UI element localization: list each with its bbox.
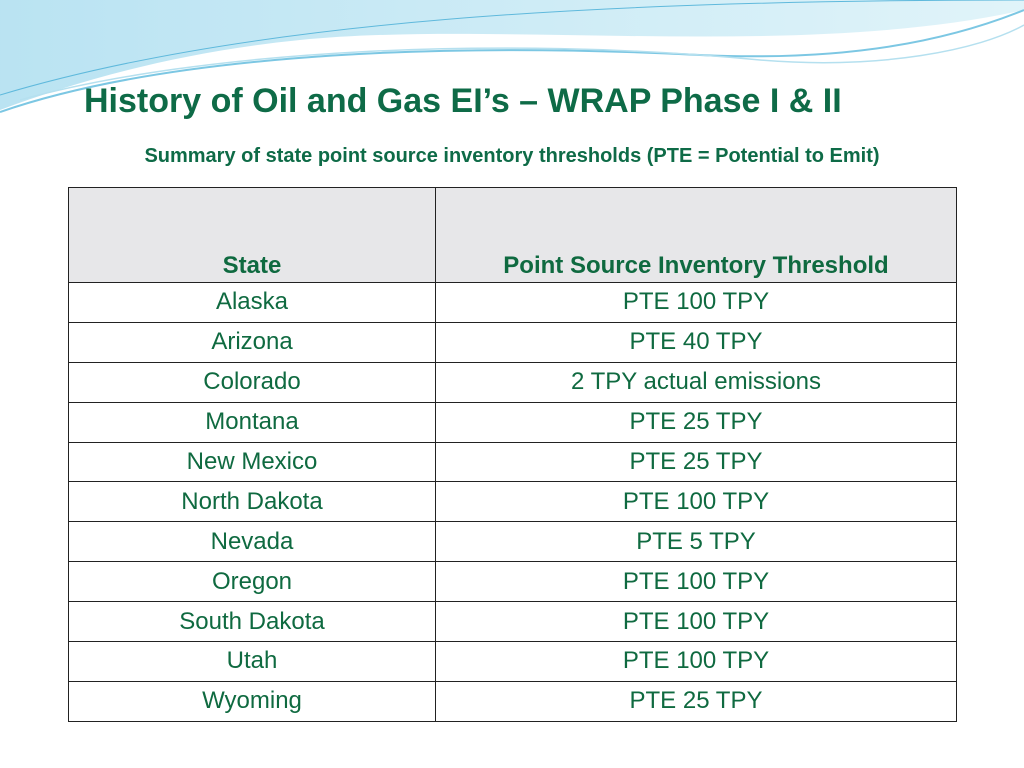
table-cell: Nevada <box>68 521 436 563</box>
table-cell: PTE 100 TPY <box>435 481 957 523</box>
table-cell: PTE 100 TPY <box>435 641 957 682</box>
table-cell: PTE 40 TPY <box>435 321 957 363</box>
column-header: Point Source Inventory Threshold <box>435 187 957 283</box>
table-cell: Wyoming <box>68 680 436 722</box>
table-row: Alaska PTE 100 TPY <box>68 282 957 323</box>
header-row: State Point Source Inventory Threshold <box>68 187 957 283</box>
table-cell: Oregon <box>68 561 436 603</box>
column-header: State <box>68 187 436 283</box>
table-row: North Dakota PTE 100 TPY <box>68 481 957 523</box>
table-cell: Arizona <box>68 321 436 363</box>
table-cell: PTE 100 TPY <box>435 561 957 603</box>
table-cell: PTE 25 TPY <box>435 401 957 443</box>
table-cell: Alaska <box>68 282 436 323</box>
table-cell: PTE 5 TPY <box>435 521 957 563</box>
table-cell: North Dakota <box>68 481 436 523</box>
table-cell: PTE 25 TPY <box>435 441 957 483</box>
table-row: New Mexico PTE 25 TPY <box>68 441 957 483</box>
threshold-table: State Point Source Inventory Threshold Al… <box>68 187 957 722</box>
table-cell: Montana <box>68 401 436 443</box>
table-row: Colorado 2 TPY actual emissions <box>68 361 957 403</box>
table-row: Utah PTE 100 TPY <box>68 641 957 682</box>
table-cell: PTE 100 TPY <box>435 282 957 323</box>
table-cell: PTE 25 TPY <box>435 680 957 722</box>
table-cell: South Dakota <box>68 601 436 643</box>
table-cell: PTE 100 TPY <box>435 601 957 643</box>
table-row: Oregon PTE 100 TPY <box>68 561 957 603</box>
table-cell: Utah <box>68 641 436 682</box>
table-cell: Colorado <box>68 361 436 403</box>
table-row: Montana PTE 25 TPY <box>68 401 957 443</box>
table-row: South Dakota PTE 100 TPY <box>68 601 957 643</box>
table-row: Nevada PTE 5 TPY <box>68 521 957 563</box>
slide-subtitle: Summary of state point source inventory … <box>144 145 880 167</box>
slide-title: History of Oil and Gas EI’s – WRAP Phase… <box>84 82 842 120</box>
table-row: Arizona PTE 40 TPY <box>68 321 957 363</box>
table-row: Wyoming PTE 25 TPY <box>68 680 957 722</box>
table-cell: 2 TPY actual emissions <box>435 361 957 403</box>
table-cell: New Mexico <box>68 441 436 483</box>
wave-decoration <box>0 0 1024 113</box>
